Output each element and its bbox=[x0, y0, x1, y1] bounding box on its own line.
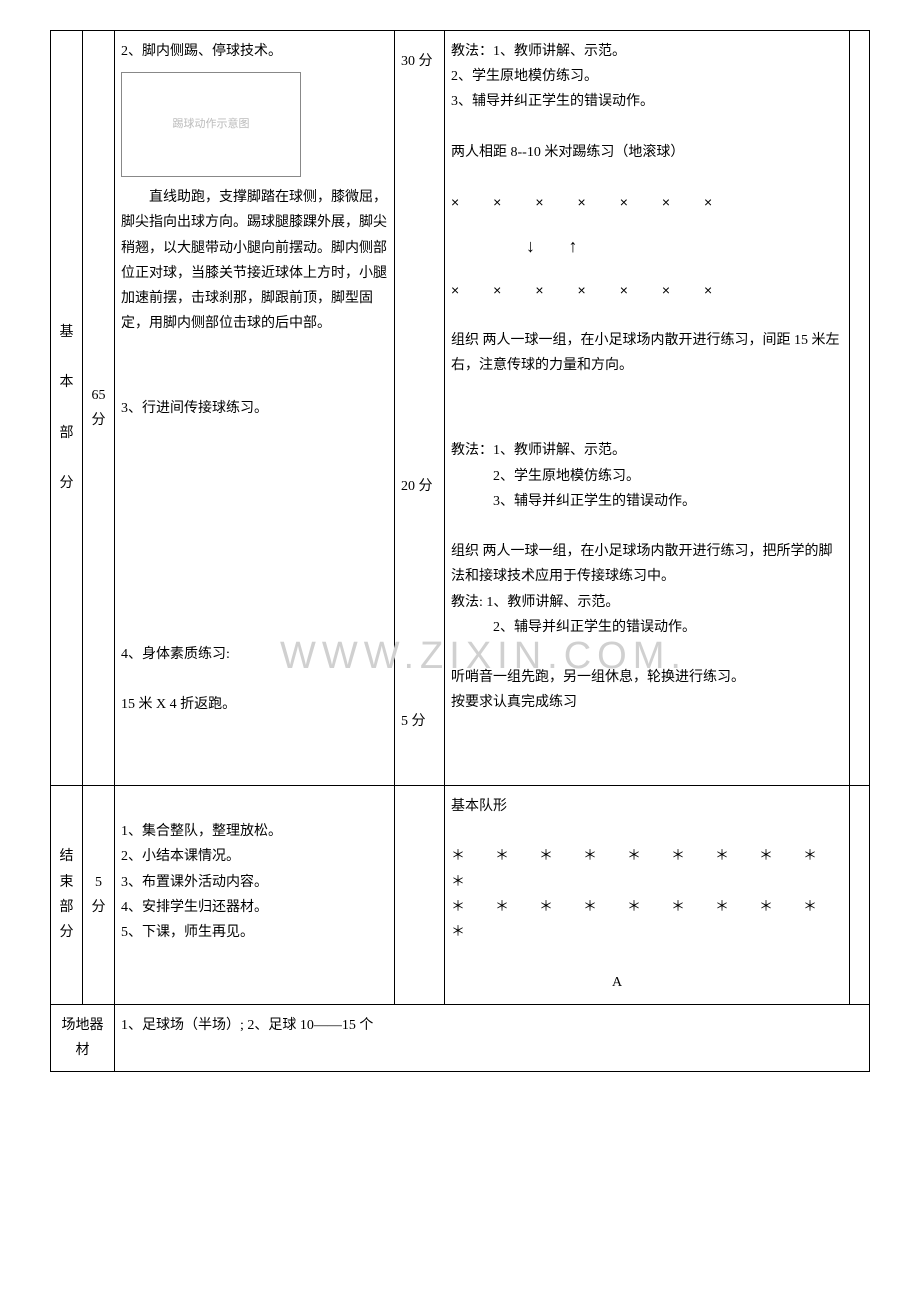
block-4-title: 4、身体素质练习: bbox=[121, 642, 388, 667]
equipment-label-cell: 场地器材 bbox=[51, 1004, 115, 1071]
method-3-line: 3、辅导并纠正学生的错误动作。 bbox=[451, 489, 843, 514]
duration-cell: 30 分 20 分 5 分 bbox=[395, 31, 445, 786]
equipment-label: 场地器材 bbox=[62, 1018, 104, 1058]
block-3: 3、行进间传接球练习。 bbox=[121, 396, 388, 421]
equipment-content-cell: 1、足球场（半场）; 2、足球 10——15 个 bbox=[115, 1004, 870, 1071]
lesson-table: 基 本 部 分 65 分 2、脚内侧踢、停球技术。 踢球动作示意图 直线助跑，支… bbox=[50, 30, 870, 1072]
block-3-title: 3、行进间传接球练习。 bbox=[121, 396, 388, 421]
kick-illustration: 踢球动作示意图 bbox=[121, 72, 301, 177]
marker-a: A bbox=[451, 970, 843, 995]
up-arrow-icon: ↑ bbox=[569, 230, 578, 262]
org-3b-line: 2、辅导并纠正学生的错误动作。 bbox=[451, 615, 843, 640]
section-char: 分 bbox=[57, 471, 76, 496]
end-section-time-cell: 5 分 bbox=[83, 786, 115, 1005]
section-char: 本 bbox=[57, 370, 76, 395]
end-method-title: 基本队形 bbox=[451, 794, 843, 819]
main-content-cell: 2、脚内侧踢、停球技术。 踢球动作示意图 直线助跑，支撑脚踏在球侧，膝微屈，脚尖… bbox=[115, 31, 395, 786]
org-3b-line: 教法: 1、教师讲解、示范。 bbox=[451, 590, 843, 615]
end-item: 4、安排学生归还器材。 bbox=[121, 895, 388, 920]
end-item: 5、下课，师生再见。 bbox=[121, 920, 388, 945]
star-row-2: ＊ ＊ ＊ ＊ ＊ ＊ ＊ ＊ ＊ ＊ bbox=[451, 895, 843, 945]
end-item: 1、集合整队，整理放松。 bbox=[121, 819, 388, 844]
end-section-row: 结 束 部 分 5 分 1、集合整队，整理放松。 2、小结本课情况。 3、布置课… bbox=[51, 786, 870, 1005]
end-item: 2、小结本课情况。 bbox=[121, 844, 388, 869]
duration-4: 5 分 bbox=[401, 709, 438, 734]
org-3: 组织 两人一球一组，在小足球场内散开进行练习，把所学的脚法和接球技术应用于传接球… bbox=[451, 539, 843, 589]
main-section-label-cell: 基 本 部 分 bbox=[51, 31, 83, 786]
last-col-end bbox=[850, 786, 870, 1005]
section-char: 部 bbox=[57, 421, 76, 446]
formation-x-row-bottom: × × × × × × × bbox=[451, 278, 843, 303]
end-section-time: 5 分 bbox=[92, 875, 106, 915]
method-2-line: 2、学生原地模仿练习。 bbox=[451, 64, 843, 89]
main-section-row: 基 本 部 分 65 分 2、脚内侧踢、停球技术。 踢球动作示意图 直线助跑，支… bbox=[51, 31, 870, 786]
section-char: 分 bbox=[57, 920, 76, 945]
section-char: 束 bbox=[57, 870, 76, 895]
method-4-line: 按要求认真完成练习 bbox=[451, 690, 843, 715]
image-alt: 踢球动作示意图 bbox=[173, 115, 250, 135]
block-4-subtitle: 15 米 X 4 折返跑。 bbox=[121, 692, 388, 717]
section-char: 基 bbox=[57, 320, 76, 345]
method-4-line: 听哨音一组先跑，另一组休息，轮换进行练习。 bbox=[451, 665, 843, 690]
formation-x-row-top: × × × × × × × bbox=[451, 190, 843, 215]
section-char: 部 bbox=[57, 895, 76, 920]
section-char: 结 bbox=[57, 844, 76, 869]
method-3-line: 教法：1、教师讲解、示范。 bbox=[451, 438, 843, 463]
equipment-row: 场地器材 1、足球场（半场）; 2、足球 10——15 个 bbox=[51, 1004, 870, 1071]
page-wrapper: WWW.ZIXIN.COM. 基 本 部 分 65 分 2、脚内侧踢、停球技术。… bbox=[50, 30, 870, 1072]
method-2-line: 两人相距 8--10 米对踢练习（地滚球） bbox=[451, 140, 843, 165]
down-arrow-icon: ↓ bbox=[526, 230, 535, 262]
method-3-line: 2、学生原地模仿练习。 bbox=[451, 464, 843, 489]
end-method-cell: 基本队形 ＊ ＊ ＊ ＊ ＊ ＊ ＊ ＊ ＊ ＊ ＊ ＊ ＊ ＊ ＊ ＊ ＊ ＊… bbox=[445, 786, 850, 1005]
end-duration-cell bbox=[395, 786, 445, 1005]
block-2-body: 直线助跑，支撑脚踏在球侧，膝微屈，脚尖指向出球方向。踢球腿膝踝外展，脚尖稍翘，以… bbox=[121, 185, 388, 336]
main-section-time-cell: 65 分 bbox=[83, 31, 115, 786]
end-content-cell: 1、集合整队，整理放松。 2、小结本课情况。 3、布置课外活动内容。 4、安排学… bbox=[115, 786, 395, 1005]
main-section-time: 65 分 bbox=[92, 388, 106, 428]
block-4: 4、身体素质练习: 15 米 X 4 折返跑。 bbox=[121, 642, 388, 718]
method-2-line: 3、辅导并纠正学生的错误动作。 bbox=[451, 89, 843, 114]
main-method-cell: 教法：1、教师讲解、示范。 2、学生原地模仿练习。 3、辅导并纠正学生的错误动作… bbox=[445, 31, 850, 786]
end-item: 3、布置课外活动内容。 bbox=[121, 870, 388, 895]
duration-3: 20 分 bbox=[401, 474, 438, 499]
end-section-label-cell: 结 束 部 分 bbox=[51, 786, 83, 1005]
equipment-content: 1、足球场（半场）; 2、足球 10——15 个 bbox=[121, 1018, 373, 1033]
duration-2: 30 分 bbox=[401, 49, 438, 74]
block-2: 2、脚内侧踢、停球技术。 踢球动作示意图 直线助跑，支撑脚踏在球侧，膝微屈，脚尖… bbox=[121, 39, 388, 336]
star-row-1: ＊ ＊ ＊ ＊ ＊ ＊ ＊ ＊ ＊ ＊ bbox=[451, 844, 843, 894]
org-2: 组织 两人一球一组，在小足球场内散开进行练习，间距 15 米左右，注意传球的力量… bbox=[451, 328, 843, 378]
arrow-row: ↓ ↑ bbox=[451, 230, 843, 262]
method-2-line: 教法：1、教师讲解、示范。 bbox=[451, 39, 843, 64]
last-col-main bbox=[850, 31, 870, 786]
block-2-title: 2、脚内侧踢、停球技术。 bbox=[121, 39, 388, 64]
